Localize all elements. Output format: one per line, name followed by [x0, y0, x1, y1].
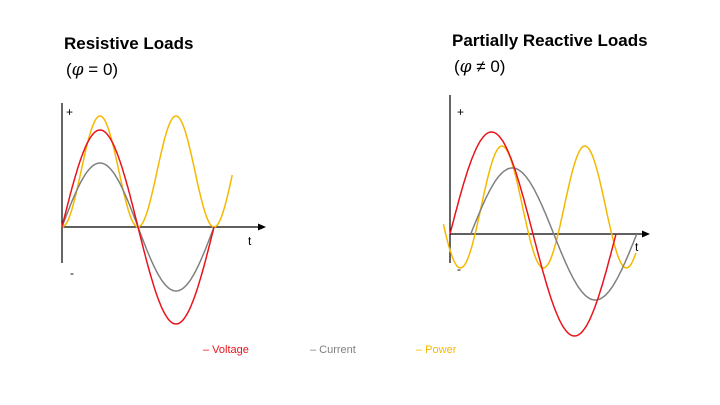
reactive-power-curve	[442, 145, 637, 269]
resistive-subtitle-close: = 0)	[83, 60, 119, 79]
resistive-power-curve	[61, 115, 233, 228]
resistive-x-axis-arrow	[258, 223, 266, 231]
resistive-title: Resistive Loads	[64, 34, 194, 53]
legend-power: – Power	[416, 344, 457, 356]
resistive-panel: + - t	[61, 103, 266, 325]
reactive-panel: + - t	[442, 95, 650, 337]
reactive-voltage-curve	[449, 131, 617, 337]
resistive-t-label: t	[248, 234, 252, 248]
reactive-subtitle-open: (	[454, 57, 460, 76]
reactive-minus-label: -	[457, 262, 461, 276]
reactive-plus-label: +	[457, 105, 464, 119]
reactive-title: Partially Reactive Loads	[452, 31, 648, 50]
reactive-subtitle-close: ≠ 0)	[471, 57, 506, 76]
reactive-t-label: t	[635, 240, 639, 254]
resistive-subtitle-open: (	[66, 60, 72, 79]
reactive-phi-symbol: φ	[459, 57, 472, 77]
resistive-phi-symbol: φ	[71, 60, 84, 80]
resistive-minus-label: -	[70, 266, 74, 280]
legend-current: – Current	[310, 344, 356, 356]
reactive-current-curve	[470, 167, 638, 301]
legend-voltage: – Voltage	[203, 344, 249, 356]
resistive-subtitle: (φ = 0)	[66, 60, 118, 80]
resistive-plus-label: +	[66, 105, 73, 119]
reactive-subtitle: (φ ≠ 0)	[454, 57, 505, 77]
reactive-x-axis-arrow	[642, 230, 650, 238]
resistive-voltage-curve	[61, 129, 215, 325]
